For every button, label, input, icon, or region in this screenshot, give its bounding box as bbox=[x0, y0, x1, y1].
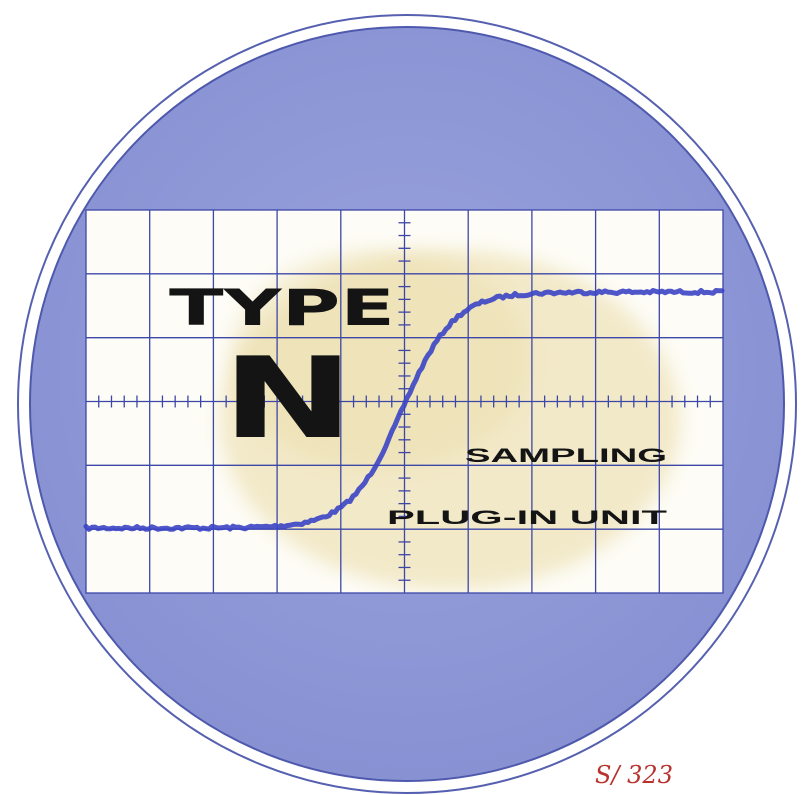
graticule-center-ticks bbox=[98, 222, 711, 581]
subtitle-sampling: SAMPLING bbox=[465, 446, 667, 467]
title-type: TYPE bbox=[169, 279, 395, 337]
graticule-grid bbox=[85, 209, 724, 594]
title-letter-n: N bbox=[222, 334, 354, 464]
aging-stain bbox=[230, 250, 530, 470]
step-response-trace bbox=[83, 288, 725, 532]
handwritten-note: S/ 323 bbox=[595, 761, 673, 789]
subtitle-plug-in-unit: PLUG-IN UNIT bbox=[387, 508, 668, 529]
